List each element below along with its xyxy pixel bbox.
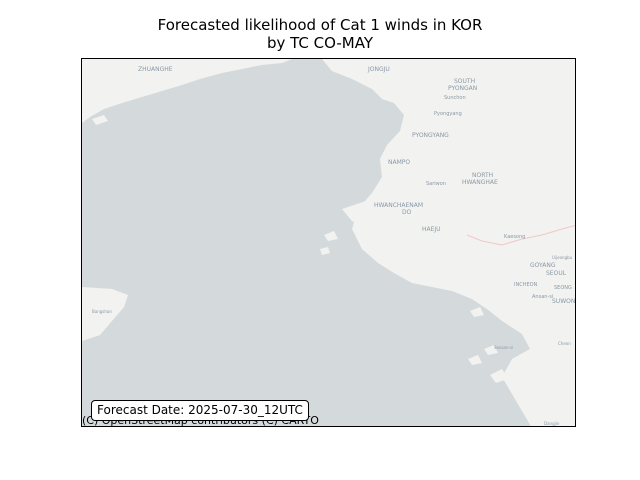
label-suwon: SUWON [552,298,575,305]
dmz-border [466,225,575,246]
label-south-pyongan-2: PYONGAN [448,85,477,92]
label-jongju: JONGJU [367,66,390,73]
island-f [320,247,330,255]
label-incheon: INCHEON [514,282,538,288]
chart-title: Forecasted likelihood of Cat 1 winds in … [0,16,640,52]
hwanghae-lobe [342,195,470,251]
island-e [324,231,338,241]
label-bangshan: Bangshan [92,309,112,314]
label-south-hwanghae-2: DO [402,209,412,216]
island-c [468,355,482,365]
label-ansan: Ansan-si [532,294,553,300]
label-south-pyongan-1: SOUTH [454,78,475,85]
label-south-hwanghae-1: HWANCHAENAM [374,202,423,209]
label-seongnam: SEONG [554,285,572,291]
forecast-date-box: Forecast Date: 2025-07-30_12UTC [91,400,309,421]
map-panel[interactable]: ZHUANGHE JONGJU SOUTH PYONGAN Sunchon Py… [81,58,576,427]
liaodong-land [82,59,292,123]
label-sunchon: Sunchon [444,95,466,101]
island-a [470,307,484,317]
basemap: ZHUANGHE JONGJU SOUTH PYONGAN Sunchon Py… [82,59,575,426]
label-nampo: NAMPO [388,159,410,166]
label-pyongyang: PYONGYANG [412,132,449,139]
ongjin-fringe [382,235,452,259]
label-goyang: GOYANG [530,262,556,269]
island-b [484,345,498,355]
shandong-land [82,287,128,341]
liaodong-islet [92,115,108,125]
label-cheonan: Cheon [558,341,571,346]
label-kaesong: Kaesong [504,234,525,240]
label-north-hwanghae-2: HWANGHAE [462,179,498,186]
label-zhuanghe: ZHUANGHE [138,66,173,73]
title-line-2: by TC CO-MAY [266,34,373,52]
title-line-1: Forecasted likelihood of Cat 1 winds in … [157,16,483,34]
label-seosan: Seosan-si [494,345,513,350]
label-dangjin: Dangjin [544,421,560,426]
island-ganghwa [482,281,506,299]
label-pyongyang-city: Pyongyang [434,111,462,117]
label-uijeongbu: Uijeongbu [552,255,573,260]
label-seoul: SEOUL [546,270,567,277]
label-north-hwanghae-1: NORTH [472,172,493,179]
label-sariwon: Sariwon [426,181,446,187]
island-d [490,369,508,383]
label-haeju: HAEJU [422,226,441,233]
